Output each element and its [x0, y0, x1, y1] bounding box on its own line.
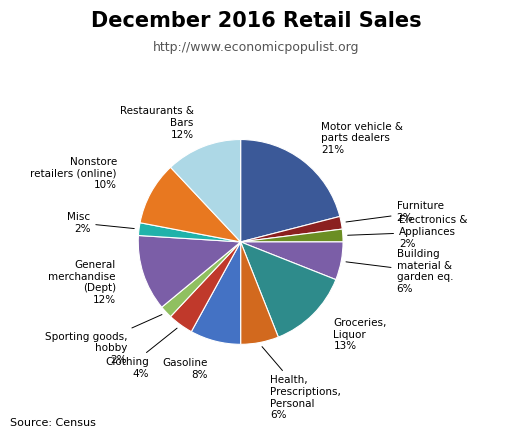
- Text: Gasoline
8%: Gasoline 8%: [163, 358, 208, 380]
- Text: General
merchandise
(Dept)
12%: General merchandise (Dept) 12%: [49, 260, 116, 305]
- Text: http://www.economicpopulist.org: http://www.economicpopulist.org: [153, 41, 359, 54]
- Wedge shape: [140, 167, 241, 242]
- Wedge shape: [241, 229, 343, 242]
- Wedge shape: [138, 223, 241, 242]
- Wedge shape: [138, 235, 241, 307]
- Wedge shape: [241, 216, 342, 242]
- Text: Restaurants &
Bars
12%: Restaurants & Bars 12%: [119, 106, 194, 140]
- Wedge shape: [170, 140, 241, 242]
- Text: Nonstore
retailers (online)
10%: Nonstore retailers (online) 10%: [30, 157, 117, 191]
- Wedge shape: [170, 242, 241, 332]
- Text: Clothing
4%: Clothing 4%: [105, 328, 177, 378]
- Text: Source: Census: Source: Census: [10, 418, 96, 428]
- Text: Motor vehicle &
parts dealers
21%: Motor vehicle & parts dealers 21%: [321, 122, 403, 155]
- Wedge shape: [241, 242, 279, 344]
- Text: Groceries,
Liquor
13%: Groceries, Liquor 13%: [333, 318, 387, 351]
- Text: Electronics &
Appliances
2%: Electronics & Appliances 2%: [348, 216, 467, 248]
- Wedge shape: [241, 242, 343, 280]
- Text: Sporting goods,
hobby
2%: Sporting goods, hobby 2%: [45, 314, 162, 365]
- Wedge shape: [162, 242, 241, 317]
- Wedge shape: [191, 242, 241, 344]
- Text: Misc
2%: Misc 2%: [67, 212, 134, 234]
- Text: Furniture
2%: Furniture 2%: [346, 201, 443, 223]
- Text: Building
material &
garden eq.
6%: Building material & garden eq. 6%: [346, 249, 453, 294]
- Text: Health,
Prescriptions,
Personal
6%: Health, Prescriptions, Personal 6%: [262, 346, 342, 420]
- Text: December 2016 Retail Sales: December 2016 Retail Sales: [91, 11, 421, 31]
- Wedge shape: [241, 242, 336, 337]
- Wedge shape: [241, 140, 340, 242]
